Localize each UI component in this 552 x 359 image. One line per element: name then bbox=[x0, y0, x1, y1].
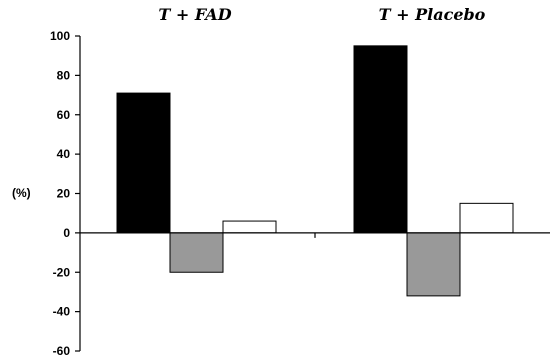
bar-group2-series3 bbox=[460, 203, 513, 233]
y-tick-label: 20 bbox=[57, 187, 71, 201]
y-tick-label: -60 bbox=[53, 344, 71, 358]
group-title-2: T + Placebo bbox=[379, 5, 486, 24]
bar-group2-series2 bbox=[407, 233, 460, 296]
y-tick-label: 60 bbox=[57, 108, 71, 122]
group-title-1: T + FAD bbox=[158, 5, 231, 24]
y-tick-label: -40 bbox=[53, 305, 71, 319]
bar-group1-series2 bbox=[170, 233, 223, 272]
bar-group1-series1 bbox=[117, 93, 170, 233]
group-titles: T + FAD T + Placebo bbox=[158, 5, 485, 24]
bar-group1-series3 bbox=[223, 221, 276, 233]
bars bbox=[117, 46, 513, 296]
y-tick-label: 100 bbox=[50, 29, 70, 43]
y-axis-label: (%) bbox=[12, 186, 31, 200]
y-tick-label: 80 bbox=[57, 68, 71, 82]
y-axis-ticks: 100 80 60 40 20 0 -20 -40 -60 bbox=[50, 29, 315, 358]
y-tick-label: 0 bbox=[63, 226, 70, 240]
y-tick-label: -20 bbox=[53, 265, 71, 279]
bar-group2-series1 bbox=[354, 46, 407, 233]
y-tick-label: 40 bbox=[57, 147, 71, 161]
